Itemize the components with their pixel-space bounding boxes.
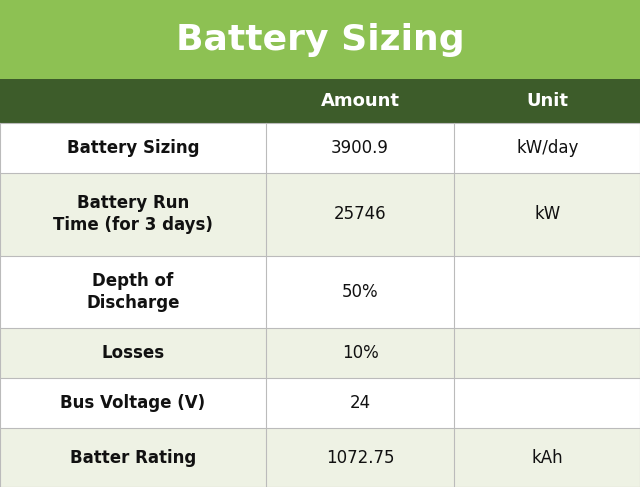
- Text: 10%: 10%: [342, 344, 378, 362]
- Text: Battery Sizing: Battery Sizing: [67, 139, 199, 157]
- Bar: [0, 79, 640, 123]
- Bar: [0, 173, 640, 256]
- Text: Bus Voltage (V): Bus Voltage (V): [60, 394, 205, 412]
- Text: Amount: Amount: [321, 92, 399, 110]
- Bar: [0, 256, 640, 328]
- Text: Battery Sizing: Battery Sizing: [176, 22, 464, 56]
- Text: 1072.75: 1072.75: [326, 449, 394, 467]
- Text: Batter Rating: Batter Rating: [70, 449, 196, 467]
- Bar: [0, 428, 640, 487]
- Text: Losses: Losses: [101, 344, 164, 362]
- Bar: [0, 328, 640, 378]
- Bar: [0, 123, 640, 173]
- Text: Unit: Unit: [526, 92, 568, 110]
- Bar: [0, 0, 640, 79]
- Text: 50%: 50%: [342, 283, 378, 301]
- Text: kAh: kAh: [531, 449, 563, 467]
- Text: Depth of
Discharge: Depth of Discharge: [86, 272, 180, 312]
- Text: kW: kW: [534, 206, 561, 224]
- Text: Battery Run
Time (for 3 days): Battery Run Time (for 3 days): [53, 194, 212, 235]
- Text: kW/day: kW/day: [516, 139, 579, 157]
- Text: 25746: 25746: [333, 206, 387, 224]
- Bar: [0, 378, 640, 428]
- Text: 3900.9: 3900.9: [331, 139, 389, 157]
- Text: 24: 24: [349, 394, 371, 412]
